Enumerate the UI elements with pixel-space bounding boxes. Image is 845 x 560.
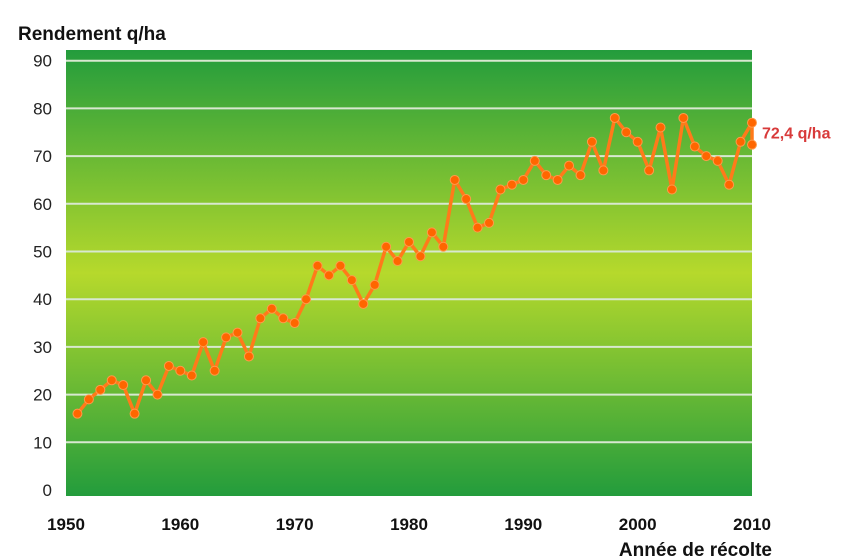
data-point: [449, 174, 460, 185]
data-point: [335, 260, 346, 271]
data-point: [163, 360, 174, 371]
data-point: [369, 279, 380, 290]
data-point: [323, 270, 334, 281]
data-point: [724, 179, 735, 190]
y-tick-label: 20: [33, 386, 52, 405]
y-tick-label: 50: [33, 243, 52, 262]
data-point: [186, 370, 197, 381]
data-point: [129, 408, 140, 419]
y-axis-ticks: 0 10 20 30 40 50 60 70 80 90: [33, 52, 52, 500]
data-point: [72, 408, 83, 419]
x-tick-label: 1990: [504, 515, 542, 534]
data-point: [118, 380, 129, 391]
data-point: [735, 136, 746, 147]
data-point: [106, 375, 117, 386]
data-point: [701, 151, 712, 162]
y-tick-label: 10: [33, 433, 52, 452]
data-point: [747, 117, 757, 128]
data-point: [95, 384, 106, 395]
data-point: [392, 256, 403, 267]
data-point: [221, 332, 232, 343]
y-tick-label: 0: [43, 481, 52, 500]
data-point: [564, 160, 575, 171]
data-point: [712, 155, 723, 166]
data-point: [632, 136, 643, 147]
data-point: [609, 112, 620, 123]
data-point: [175, 365, 186, 376]
data-point: [209, 365, 220, 376]
data-point: [678, 112, 689, 123]
data-point: [586, 136, 597, 147]
data-point: [529, 155, 540, 166]
data-point: [152, 389, 163, 400]
data-point: [621, 127, 632, 138]
x-tick-label: 1960: [161, 515, 199, 534]
data-point: [518, 174, 529, 185]
data-point: [278, 313, 289, 324]
data-point: [198, 337, 209, 348]
data-point: [689, 141, 700, 152]
end-value-label: 72,4 q/ha: [762, 126, 831, 143]
x-tick-label: 1950: [47, 515, 85, 534]
data-point: [415, 251, 426, 262]
y-tick-label: 80: [33, 99, 52, 118]
data-point: [266, 303, 277, 314]
data-point: [666, 184, 677, 195]
data-point: [495, 184, 506, 195]
data-point: [472, 222, 483, 233]
data-point: [255, 313, 266, 324]
data-point: [404, 236, 414, 247]
data-point: [575, 170, 586, 181]
data-point: [312, 260, 323, 271]
x-tick-label: 1970: [276, 515, 314, 534]
data-point: [289, 318, 300, 329]
x-tick-label: 1980: [390, 515, 428, 534]
y-tick-label: 60: [33, 195, 52, 214]
data-point: [644, 165, 655, 176]
data-point: [141, 375, 152, 386]
data-point: [426, 227, 437, 238]
data-point: [655, 122, 666, 133]
x-axis-ticks: 1950 1960 1970 1980 1990 2000 2010: [47, 515, 771, 534]
gridlines: [66, 59, 752, 444]
y-axis-label: Rendement q/ha: [18, 24, 166, 45]
data-point: [484, 217, 495, 228]
data-point: [243, 351, 254, 362]
data-point: [552, 174, 563, 185]
data-point: [598, 165, 609, 176]
data-point: [232, 327, 243, 338]
x-tick-label: 2000: [619, 515, 657, 534]
y-tick-label: 90: [33, 52, 52, 71]
data-point: [506, 179, 517, 190]
x-axis-label: Année de récolte: [619, 540, 772, 560]
data-point: [301, 294, 312, 305]
data-point: [83, 394, 94, 405]
data-point: [438, 241, 449, 252]
data-point: [381, 241, 392, 252]
series-markers: [72, 112, 757, 419]
y-tick-label: 30: [33, 338, 52, 357]
data-point: [346, 275, 357, 286]
data-point: [461, 194, 472, 205]
data-point: [747, 139, 757, 150]
plot-area: [66, 50, 752, 496]
x-tick-label: 2010: [733, 515, 771, 534]
data-point: [358, 298, 369, 309]
y-tick-label: 70: [33, 147, 52, 166]
data-point: [541, 170, 552, 181]
y-tick-label: 40: [33, 290, 52, 309]
